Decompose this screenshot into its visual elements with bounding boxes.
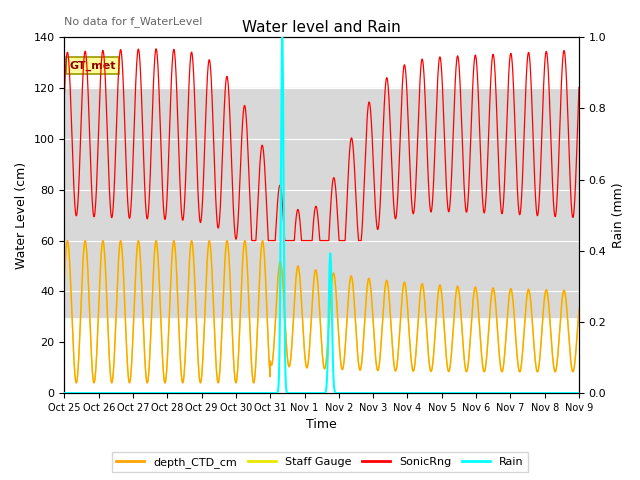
Title: Water level and Rain: Water level and Rain bbox=[243, 20, 401, 35]
Y-axis label: Rain (mm): Rain (mm) bbox=[612, 182, 625, 248]
Y-axis label: Water Level (cm): Water Level (cm) bbox=[15, 162, 28, 269]
Bar bbox=[65, 88, 579, 203]
Legend: depth_CTD_cm, Staff Gauge, SonicRng, Rain: depth_CTD_cm, Staff Gauge, SonicRng, Rai… bbox=[112, 452, 528, 472]
X-axis label: Time: Time bbox=[307, 419, 337, 432]
Text: No data for f_WaterLevel: No data for f_WaterLevel bbox=[65, 16, 203, 27]
Text: GT_met: GT_met bbox=[70, 60, 116, 71]
Bar bbox=[65, 203, 579, 317]
